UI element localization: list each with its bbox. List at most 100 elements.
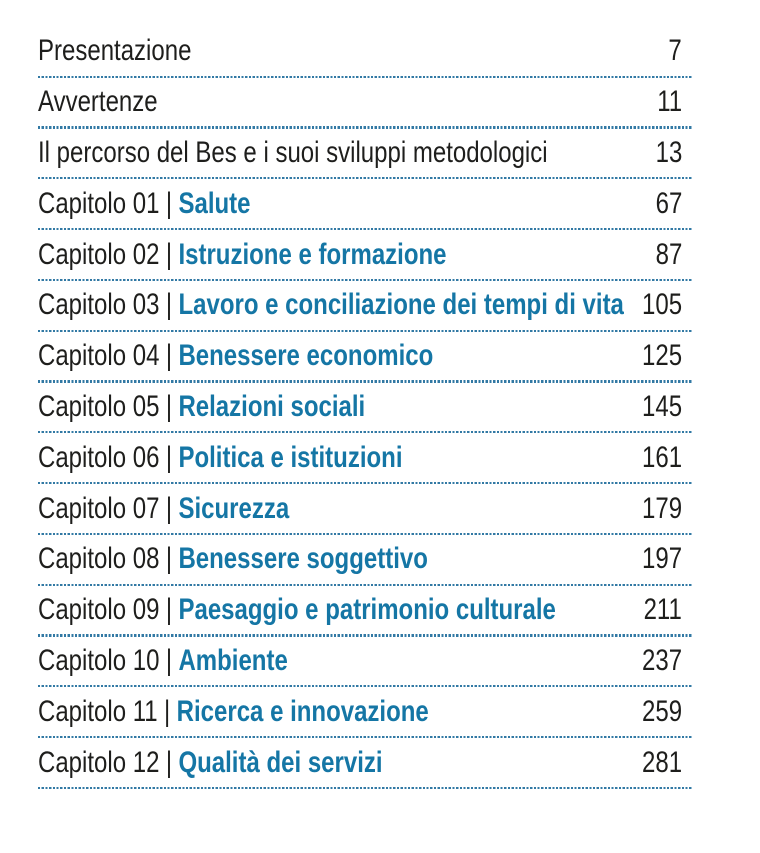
toc-entry-label: Capitolo 11 | Ricerca e innovazione (38, 694, 429, 728)
dotted-divider (38, 634, 693, 637)
toc-entry-prefix: Capitolo 01 (38, 186, 160, 220)
toc-entry-label: Capitolo 08 | Benessere soggettivo (38, 544, 428, 574)
toc-entry[interactable]: Capitolo 02 | Istruzione e formazione 87 (38, 230, 693, 281)
dotted-divider (38, 228, 693, 231)
toc-entry-separator: | (165, 339, 173, 373)
toc-entry-page-number: 125 (641, 339, 682, 373)
dotted-divider (38, 583, 693, 586)
dotted-divider (38, 481, 693, 485)
toc-entry[interactable]: Capitolo 04 | Benessere economico 125 (38, 332, 693, 383)
toc-entry[interactable]: Capitolo 09 | Paesaggio e patrimonio cultu… (38, 586, 693, 637)
toc-entry-title: Politica e istituzioni (178, 440, 403, 474)
toc-entry-label: Capitolo 05 | Relazioni sociali (38, 389, 366, 423)
toc-entry-page-number: 7 (668, 34, 682, 68)
toc-entry-separator: | (165, 491, 173, 525)
toc-entry-separator: | (165, 389, 173, 423)
toc-entry-page-number: 11 (657, 85, 682, 119)
toc-entry-prefix: Capitolo 03 (38, 288, 160, 322)
toc-entry-page-number: 67 (655, 186, 682, 220)
toc-entry-title: Il percorso del Bes e i suoi sviluppi me… (38, 135, 548, 169)
toc-entry-title: Ambiente (178, 643, 288, 677)
toc-entry-title: Sicurezza (178, 491, 290, 525)
toc-entry-prefix: Capitolo 06 (38, 440, 160, 474)
toc-entry-page-number: 13 (655, 135, 682, 169)
dotted-divider (38, 380, 693, 383)
toc-entry[interactable]: Capitolo 07 | Sicurezza 179 (38, 484, 693, 535)
toc-entry-prefix: Capitolo 05 (38, 389, 160, 423)
toc-entry-title: Avvertenze (38, 85, 158, 119)
toc-entry-title: Benessere soggettivo (178, 542, 428, 576)
toc-entry-title: Salute (178, 186, 251, 220)
toc-entry-label: Presentazione (38, 36, 191, 66)
toc-entry-prefix: Capitolo 04 (38, 339, 160, 373)
toc-entry-separator: | (165, 186, 173, 220)
dotted-divider (38, 431, 693, 434)
toc-entry-prefix: Capitolo 10 (38, 643, 160, 677)
toc-entry-page-number: 211 (643, 593, 682, 627)
toc-entry[interactable]: Avvertenze 11 (38, 78, 693, 129)
toc-entry-separator: | (165, 440, 173, 474)
toc-entry-title: Relazioni sociali (178, 389, 366, 423)
toc-entry-label: Capitolo 09 | Paesaggio e patrimonio cultu… (38, 595, 556, 625)
toc-entry[interactable]: Capitolo 12 | Qualità dei servizi 281 (38, 738, 693, 789)
toc-entry-title: Qualità dei servizi (178, 745, 383, 779)
dotted-divider (38, 329, 693, 332)
toc-entry-label: Capitolo 10 | Ambiente (38, 643, 288, 677)
toc-entry-label: Il percorso del Bes e i suoi sviluppi me… (38, 135, 548, 169)
toc-entry-prefix: Capitolo 09 (38, 593, 160, 627)
toc-entry-separator: | (164, 694, 171, 728)
dotted-divider (38, 278, 693, 281)
toc-entry-separator: | (165, 593, 173, 627)
toc-entry-page-number: 87 (655, 237, 682, 271)
toc-entry-separator: | (165, 745, 173, 779)
table-of-contents: Presentazione 7 Avvertenze 11 Il percors… (38, 27, 693, 789)
toc-entry-prefix: Capitolo 07 (38, 491, 160, 525)
toc-entry-title: Paesaggio e patrimonio culturale (178, 593, 556, 627)
toc-entry-page-number: 281 (641, 745, 682, 779)
toc-entry-label: Capitolo 03 | Lavoro e conciliazione dei t… (38, 290, 624, 320)
toc-entry-title: Lavoro e conciliazione dei tempi di vita (178, 288, 624, 322)
toc-entry-label: Capitolo 12 | Qualità dei servizi (38, 745, 383, 779)
toc-entry-prefix: Capitolo 02 (38, 237, 160, 271)
toc-entry-label: Capitolo 01 | Salute (38, 186, 251, 220)
dotted-divider (38, 126, 693, 129)
dotted-divider (38, 735, 693, 739)
toc-entry[interactable]: Capitolo 03 | Lavoro e conciliazione dei t… (38, 281, 693, 332)
toc-entry-separator: | (165, 288, 173, 322)
toc-entry[interactable]: Capitolo 10 | Ambiente 237 (38, 637, 693, 688)
toc-entry-page-number: 145 (641, 389, 682, 423)
dotted-divider (38, 685, 693, 688)
toc-entry-separator: | (165, 643, 173, 677)
toc-entry-title: Benessere economico (178, 339, 434, 373)
dotted-divider (38, 786, 693, 789)
toc-entry-prefix: Capitolo 11 (38, 694, 158, 728)
toc-entry-page-number: 179 (641, 491, 682, 525)
toc-entry-label: Capitolo 04 | Benessere economico (38, 341, 433, 371)
toc-entry[interactable]: Capitolo 11 | Ricerca e innovazione 259 (38, 687, 693, 739)
toc-entry-label: Capitolo 07 | Sicurezza (38, 491, 290, 525)
toc-entry-page-number: 259 (641, 694, 682, 728)
toc-entry-title: Ricerca e innovazione (176, 694, 429, 728)
toc-entry[interactable]: Capitolo 05 | Relazioni sociali 145 (38, 383, 693, 434)
toc-entry-prefix: Capitolo 12 (38, 745, 160, 779)
toc-entry-title: Istruzione e formazione (178, 237, 447, 271)
toc-entry-page-number: 197 (641, 542, 682, 576)
toc-entry-prefix: Capitolo 08 (38, 542, 160, 576)
toc-entry-title: Presentazione (38, 34, 192, 68)
toc-entry-label: Capitolo 06 | Politica e istituzioni (38, 440, 403, 474)
toc-entry[interactable]: Capitolo 01 | Salute 67 (38, 179, 693, 231)
toc-entry-page-number: 105 (641, 288, 682, 322)
toc-entry[interactable]: Presentazione 7 (38, 27, 693, 78)
dotted-divider (38, 532, 693, 535)
toc-entry-separator: | (165, 237, 173, 271)
toc-entry-label: Capitolo 02 | Istruzione e formazione (38, 237, 447, 271)
toc-entry[interactable]: Capitolo 08 | Benessere soggettivo 197 (38, 535, 693, 586)
dotted-divider (38, 75, 693, 78)
toc-entry[interactable]: Il percorso del Bes e i suoi sviluppi me… (38, 129, 693, 180)
toc-entry-page-number: 237 (641, 643, 682, 677)
toc-entry-page-number: 161 (641, 440, 682, 474)
toc-entry[interactable]: Capitolo 06 | Politica e istituzioni 161 (38, 433, 693, 485)
dotted-divider (38, 177, 693, 180)
toc-entry-separator: | (165, 542, 173, 576)
